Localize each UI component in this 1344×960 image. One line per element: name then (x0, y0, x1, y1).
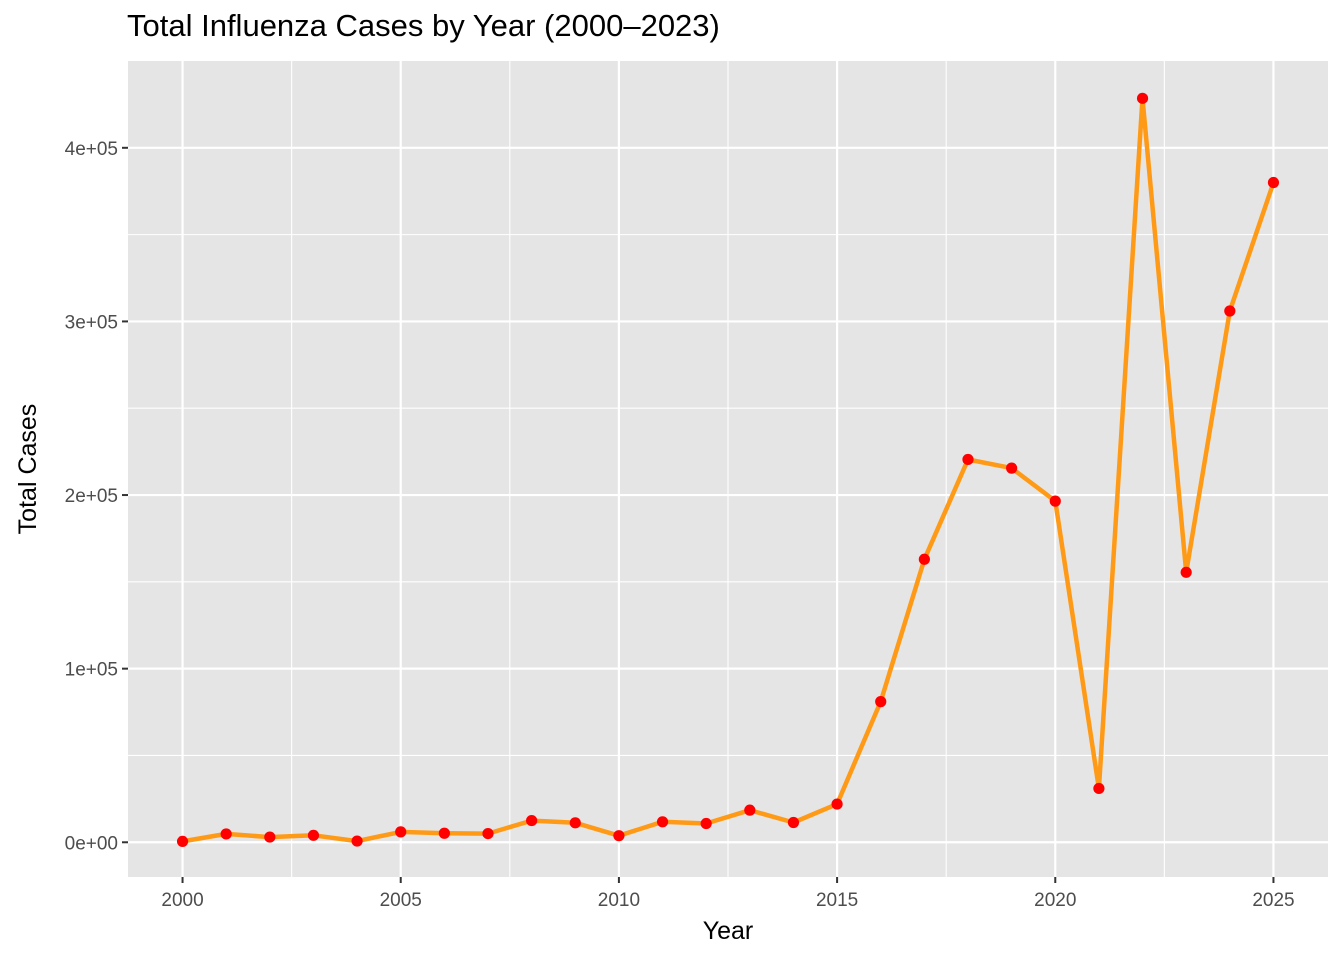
x-tick-label: 2000 (161, 890, 203, 911)
data-point (875, 696, 887, 708)
axes: 2000 2005 2010 2015 2020 2025 0e+00 1e+05 2e+05 3… (65, 139, 1295, 911)
data-point (613, 830, 625, 842)
data-point (787, 816, 800, 829)
data-point (962, 453, 974, 466)
data-points (176, 92, 1280, 848)
data-point (351, 835, 363, 847)
data-point (569, 817, 581, 829)
data-point (220, 828, 232, 840)
data-point (176, 835, 189, 848)
data-point (1267, 176, 1280, 189)
x-tick-label: 2005 (380, 890, 422, 911)
data-point (395, 826, 407, 838)
data-point (307, 829, 320, 841)
chart-title: Total Influenza Cases by Year (2000–2023… (127, 8, 720, 43)
y-axis-title: Total Cases (14, 404, 42, 535)
series-line-layer (182, 96, 1276, 844)
data-point (264, 831, 276, 843)
y-tick-label: 3e+05 (65, 312, 118, 333)
data-point (1006, 462, 1018, 474)
data-point (438, 827, 450, 839)
data-point (918, 553, 930, 565)
y-tick-label: 2e+05 (65, 486, 118, 507)
x-tick-label: 2020 (1034, 890, 1076, 911)
y-tick-label: 0e+00 (65, 833, 118, 854)
x-tick-label: 2010 (598, 890, 640, 911)
data-point (1136, 92, 1149, 104)
x-tick-label: 2015 (816, 890, 858, 911)
data-point (482, 827, 494, 840)
data-point (744, 804, 756, 816)
y-tick-label: 1e+05 (65, 660, 118, 681)
y-tick-label: 4e+05 (65, 139, 118, 160)
data-point (1093, 782, 1105, 795)
data-point (1224, 305, 1236, 317)
series-line (182, 96, 1276, 844)
x-tick-label: 2025 (1252, 890, 1294, 911)
data-point (1049, 495, 1061, 507)
data-point (656, 816, 669, 828)
data-point (700, 817, 712, 830)
data-point (526, 814, 538, 827)
x-axis-title: Year (703, 917, 754, 945)
data-point (831, 798, 843, 810)
minor-gridlines (128, 61, 1328, 877)
data-point (1180, 566, 1192, 578)
